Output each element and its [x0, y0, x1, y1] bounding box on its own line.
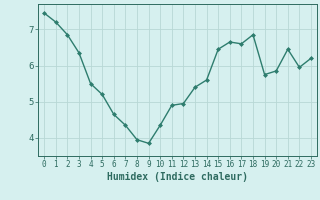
X-axis label: Humidex (Indice chaleur): Humidex (Indice chaleur) — [107, 172, 248, 182]
